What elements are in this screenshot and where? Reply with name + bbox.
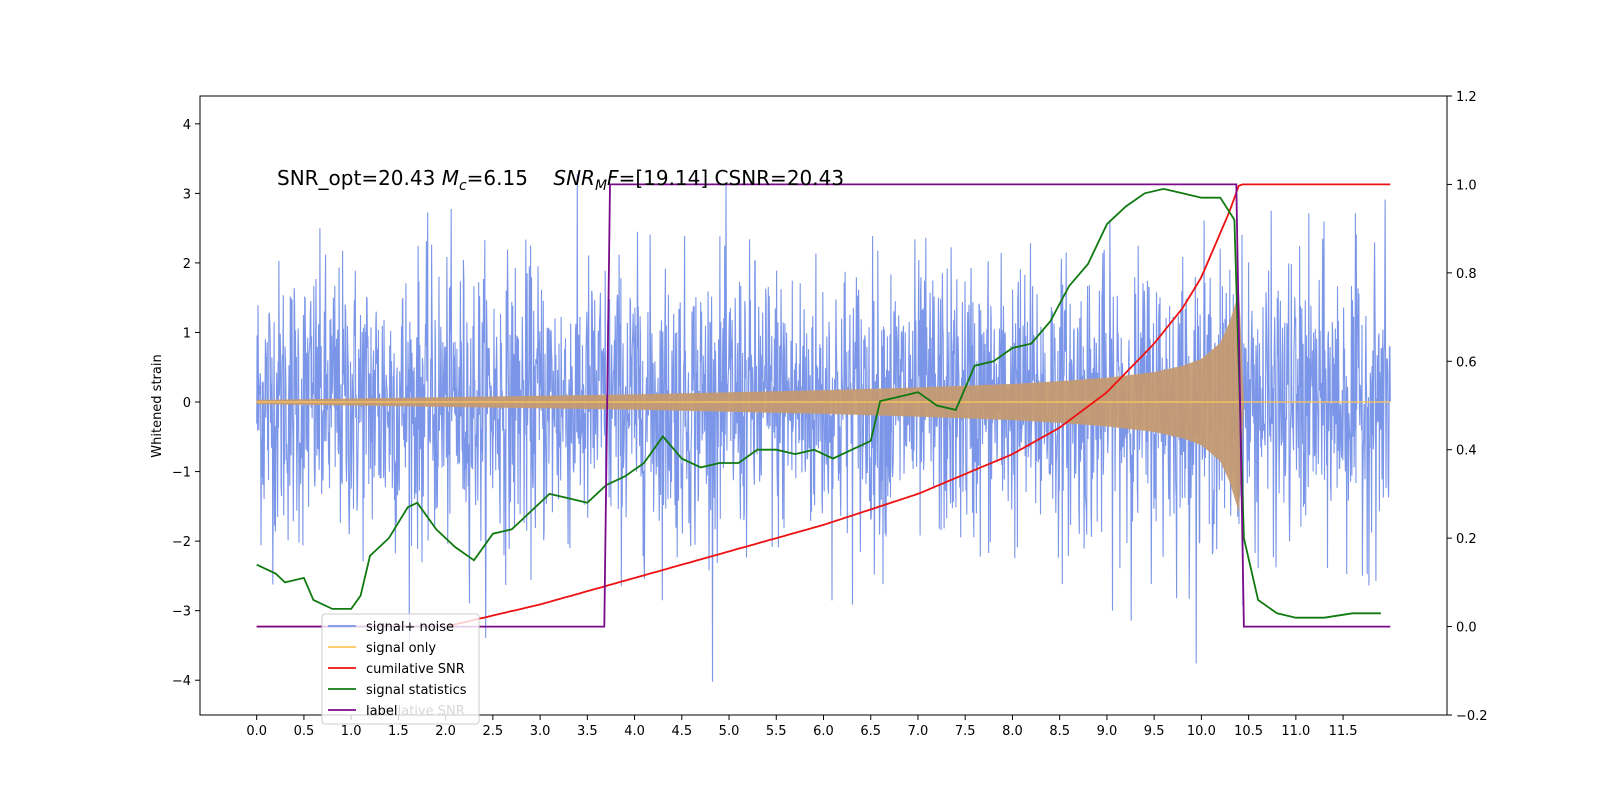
legend-entry-label: label <box>366 704 397 719</box>
series-label-line <box>256 183 1391 628</box>
x-tick-label: 11.0 <box>1281 724 1310 739</box>
x-tick-label: 10.0 <box>1187 724 1216 739</box>
y-axis-label: Whitened strain <box>150 354 165 457</box>
legend-shadow-text: cumilative SNR <box>366 704 465 719</box>
x-tick-label: 10.5 <box>1234 724 1263 739</box>
x-tick-label: 9.0 <box>1097 724 1118 739</box>
x-tick-label: 1.5 <box>388 724 409 739</box>
legend-entry-label: signal only <box>366 641 436 656</box>
axes-layer: 0.0 0.5 1.0 1.5 2.0 2.5 3.0 3.5 4.0 4.5 5.0 5.5 6.0 6… <box>172 90 1488 739</box>
legend-entry-label: signal statistics <box>366 683 467 698</box>
x-tick-label: 9.5 <box>1144 724 1165 739</box>
x-tick-label: 2.5 <box>483 724 504 739</box>
x-tick-label: 4.0 <box>624 724 645 739</box>
x-tick-label: 5.5 <box>766 724 787 739</box>
x-tick-label: 3.5 <box>577 724 598 739</box>
series-signal-statistics-line <box>256 187 1381 619</box>
x-tick-label: 8.0 <box>1002 724 1023 739</box>
x-tick-label: 0.0 <box>246 724 267 739</box>
y-tick-label: −4 <box>172 674 191 689</box>
legend-box <box>321 613 480 725</box>
chart-annotation: SNR_opt=20.43 Mc=6.15 SNRMF=[19.14] CSNR… <box>277 166 844 194</box>
legend: cumilative SNR signal+ noise signal only cu… <box>321 613 480 725</box>
y2-tick-label: −0.2 <box>1456 709 1488 724</box>
y-tick-label: 2 <box>183 257 191 272</box>
x-tick-label: 7.5 <box>955 724 976 739</box>
x-tick-label: 8.5 <box>1049 724 1070 739</box>
x-tick-label: 2.0 <box>435 724 456 739</box>
y2-tick-label: 1.2 <box>1456 90 1477 105</box>
legend-entry-label: cumilative SNR <box>366 662 465 677</box>
y2-tick-label: 1.0 <box>1456 178 1477 193</box>
y2-tick-label: 0.2 <box>1456 532 1477 547</box>
y2-tick-label: 0.0 <box>1456 621 1477 636</box>
x-tick-label: 7.0 <box>908 724 929 739</box>
y2-tick-label: 0.8 <box>1456 267 1477 282</box>
legend-entry-label: signal+ noise <box>366 620 454 635</box>
x-tick-label: 0.5 <box>294 724 315 739</box>
x-tick-label: 6.0 <box>813 724 834 739</box>
y-tick-label: −3 <box>172 605 191 620</box>
y-tick-label: 4 <box>183 118 191 133</box>
y-tick-label: −2 <box>172 535 191 550</box>
x-tick-label: 5.0 <box>719 724 740 739</box>
y-tick-label: 0 <box>183 396 191 411</box>
x-tick-label: 3.0 <box>530 724 551 739</box>
annotation-text: SNR_opt=20.43 Mc=6.15 SNRMF=[19.14] CSNR… <box>277 166 844 194</box>
y-tick-label: −1 <box>172 466 191 481</box>
x-tick-label: 4.5 <box>671 724 692 739</box>
plot-area: SNR_opt=20.43 Mc=6.15 SNRMF=[19.14] CSNR… <box>199 95 1448 716</box>
x-tick-label: 11.5 <box>1329 724 1358 739</box>
y2-tick-label: 0.6 <box>1456 355 1477 370</box>
y2-tick-label: 0.4 <box>1456 444 1477 459</box>
y-tick-label: 3 <box>183 187 191 202</box>
x-tick-label: 1.0 <box>341 724 362 739</box>
x-tick-label: 6.5 <box>860 724 881 739</box>
y-tick-label: 1 <box>183 326 191 341</box>
